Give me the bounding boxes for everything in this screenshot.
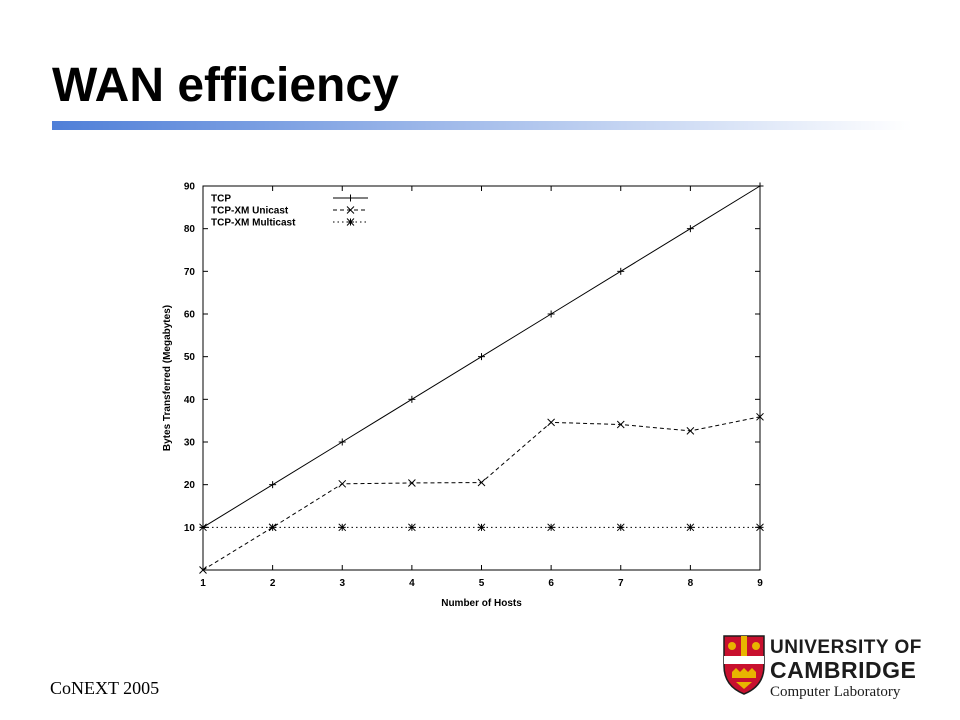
x-axis-label: Number of Hosts <box>441 598 522 609</box>
legend-marker-tcp-xm-unicast <box>346 206 355 214</box>
point-tcp <box>686 225 694 233</box>
point-tcp-xm-multicast <box>408 523 416 532</box>
x-tick-label: 8 <box>688 578 694 589</box>
point-tcp-xm-unicast <box>756 412 764 421</box>
point-tcp-xm-multicast <box>477 523 486 532</box>
logo-text-department: Computer Laboratory <box>770 684 901 700</box>
point-tcp-xm-multicast <box>547 523 555 532</box>
point-tcp-xm-multicast <box>686 523 695 532</box>
point-tcp <box>617 267 625 275</box>
legend-marker-tcp <box>347 194 354 202</box>
point-tcp-xm-unicast <box>338 479 347 488</box>
legend-label-tcp-xm-multicast: TCP-XM Multicast <box>211 218 296 229</box>
x-tick-label: 2 <box>270 578 276 589</box>
point-tcp-xm-unicast <box>199 566 207 574</box>
logo-text-cambridge: CAMBRIDGE <box>770 657 917 683</box>
crest-icon <box>723 635 765 695</box>
y-tick-label: 40 <box>184 395 196 406</box>
point-tcp-xm-multicast <box>338 523 347 532</box>
series-line-tcp-xm-unicast <box>202 416 761 571</box>
point-tcp-xm-unicast <box>686 427 695 435</box>
point-tcp-xm-multicast <box>268 523 277 532</box>
point-tcp <box>269 481 277 489</box>
point-tcp-xm-multicast <box>199 523 207 532</box>
title-underline-bar <box>52 121 912 130</box>
point-tcp <box>547 310 555 318</box>
point-tcp <box>338 438 346 446</box>
footer-conference: CoNEXT 2005 <box>50 678 160 698</box>
point-tcp-xm-multicast <box>756 523 764 532</box>
y-tick-label: 20 <box>184 480 196 491</box>
y-tick-label: 50 <box>184 352 196 363</box>
legend-label-tcp-xm-unicast: TCP-XM Unicast <box>211 206 289 217</box>
point-tcp-xm-unicast <box>616 420 625 429</box>
point-tcp <box>478 353 485 361</box>
legend-marker-tcp-xm-multicast <box>346 218 355 226</box>
point-tcp-xm-unicast <box>477 478 486 487</box>
point-tcp <box>408 395 416 403</box>
y-tick-label: 60 <box>184 310 196 321</box>
y-tick-label: 80 <box>184 224 196 235</box>
legend-label-tcp: TCP <box>211 194 231 205</box>
x-tick-label: 4 <box>409 578 415 589</box>
x-tick-label: 1 <box>200 578 206 589</box>
line-chart: 1 2 3 4 5 6 7 8 9 10 20 30 40 50 60 70 80 90 Number of Hos… <box>150 170 790 620</box>
x-tick-label: 5 <box>479 578 485 589</box>
y-tick-label: 70 <box>184 267 196 278</box>
point-tcp-xm-unicast <box>408 479 416 487</box>
x-tick-label: 6 <box>548 578 554 589</box>
y-tick-label: 90 <box>184 182 196 193</box>
x-tick-label: 7 <box>618 578 624 589</box>
point-tcp-xm-multicast <box>616 523 625 532</box>
y-tick-label: 30 <box>184 438 196 449</box>
slide-title: WAN efficiency <box>52 59 399 112</box>
y-tick-label: 10 <box>184 523 196 534</box>
logo-text-university-of: UNIVERSITY OF <box>770 637 922 658</box>
chart-svg: 1 2 3 4 5 6 7 8 9 10 20 30 40 50 60 70 80 90 Number of Hos… <box>162 182 764 609</box>
university-logo: UNIVERSITY OF CAMBRIDGE Computer Laborat… <box>722 634 932 704</box>
plot-frame <box>202 185 761 571</box>
x-tick-label: 9 <box>757 578 763 589</box>
point-tcp <box>756 182 764 190</box>
point-tcp-xm-unicast <box>547 418 555 427</box>
x-tick-label: 3 <box>339 578 345 589</box>
y-axis-label: Bytes Transferred (Megabytes) <box>162 305 173 451</box>
